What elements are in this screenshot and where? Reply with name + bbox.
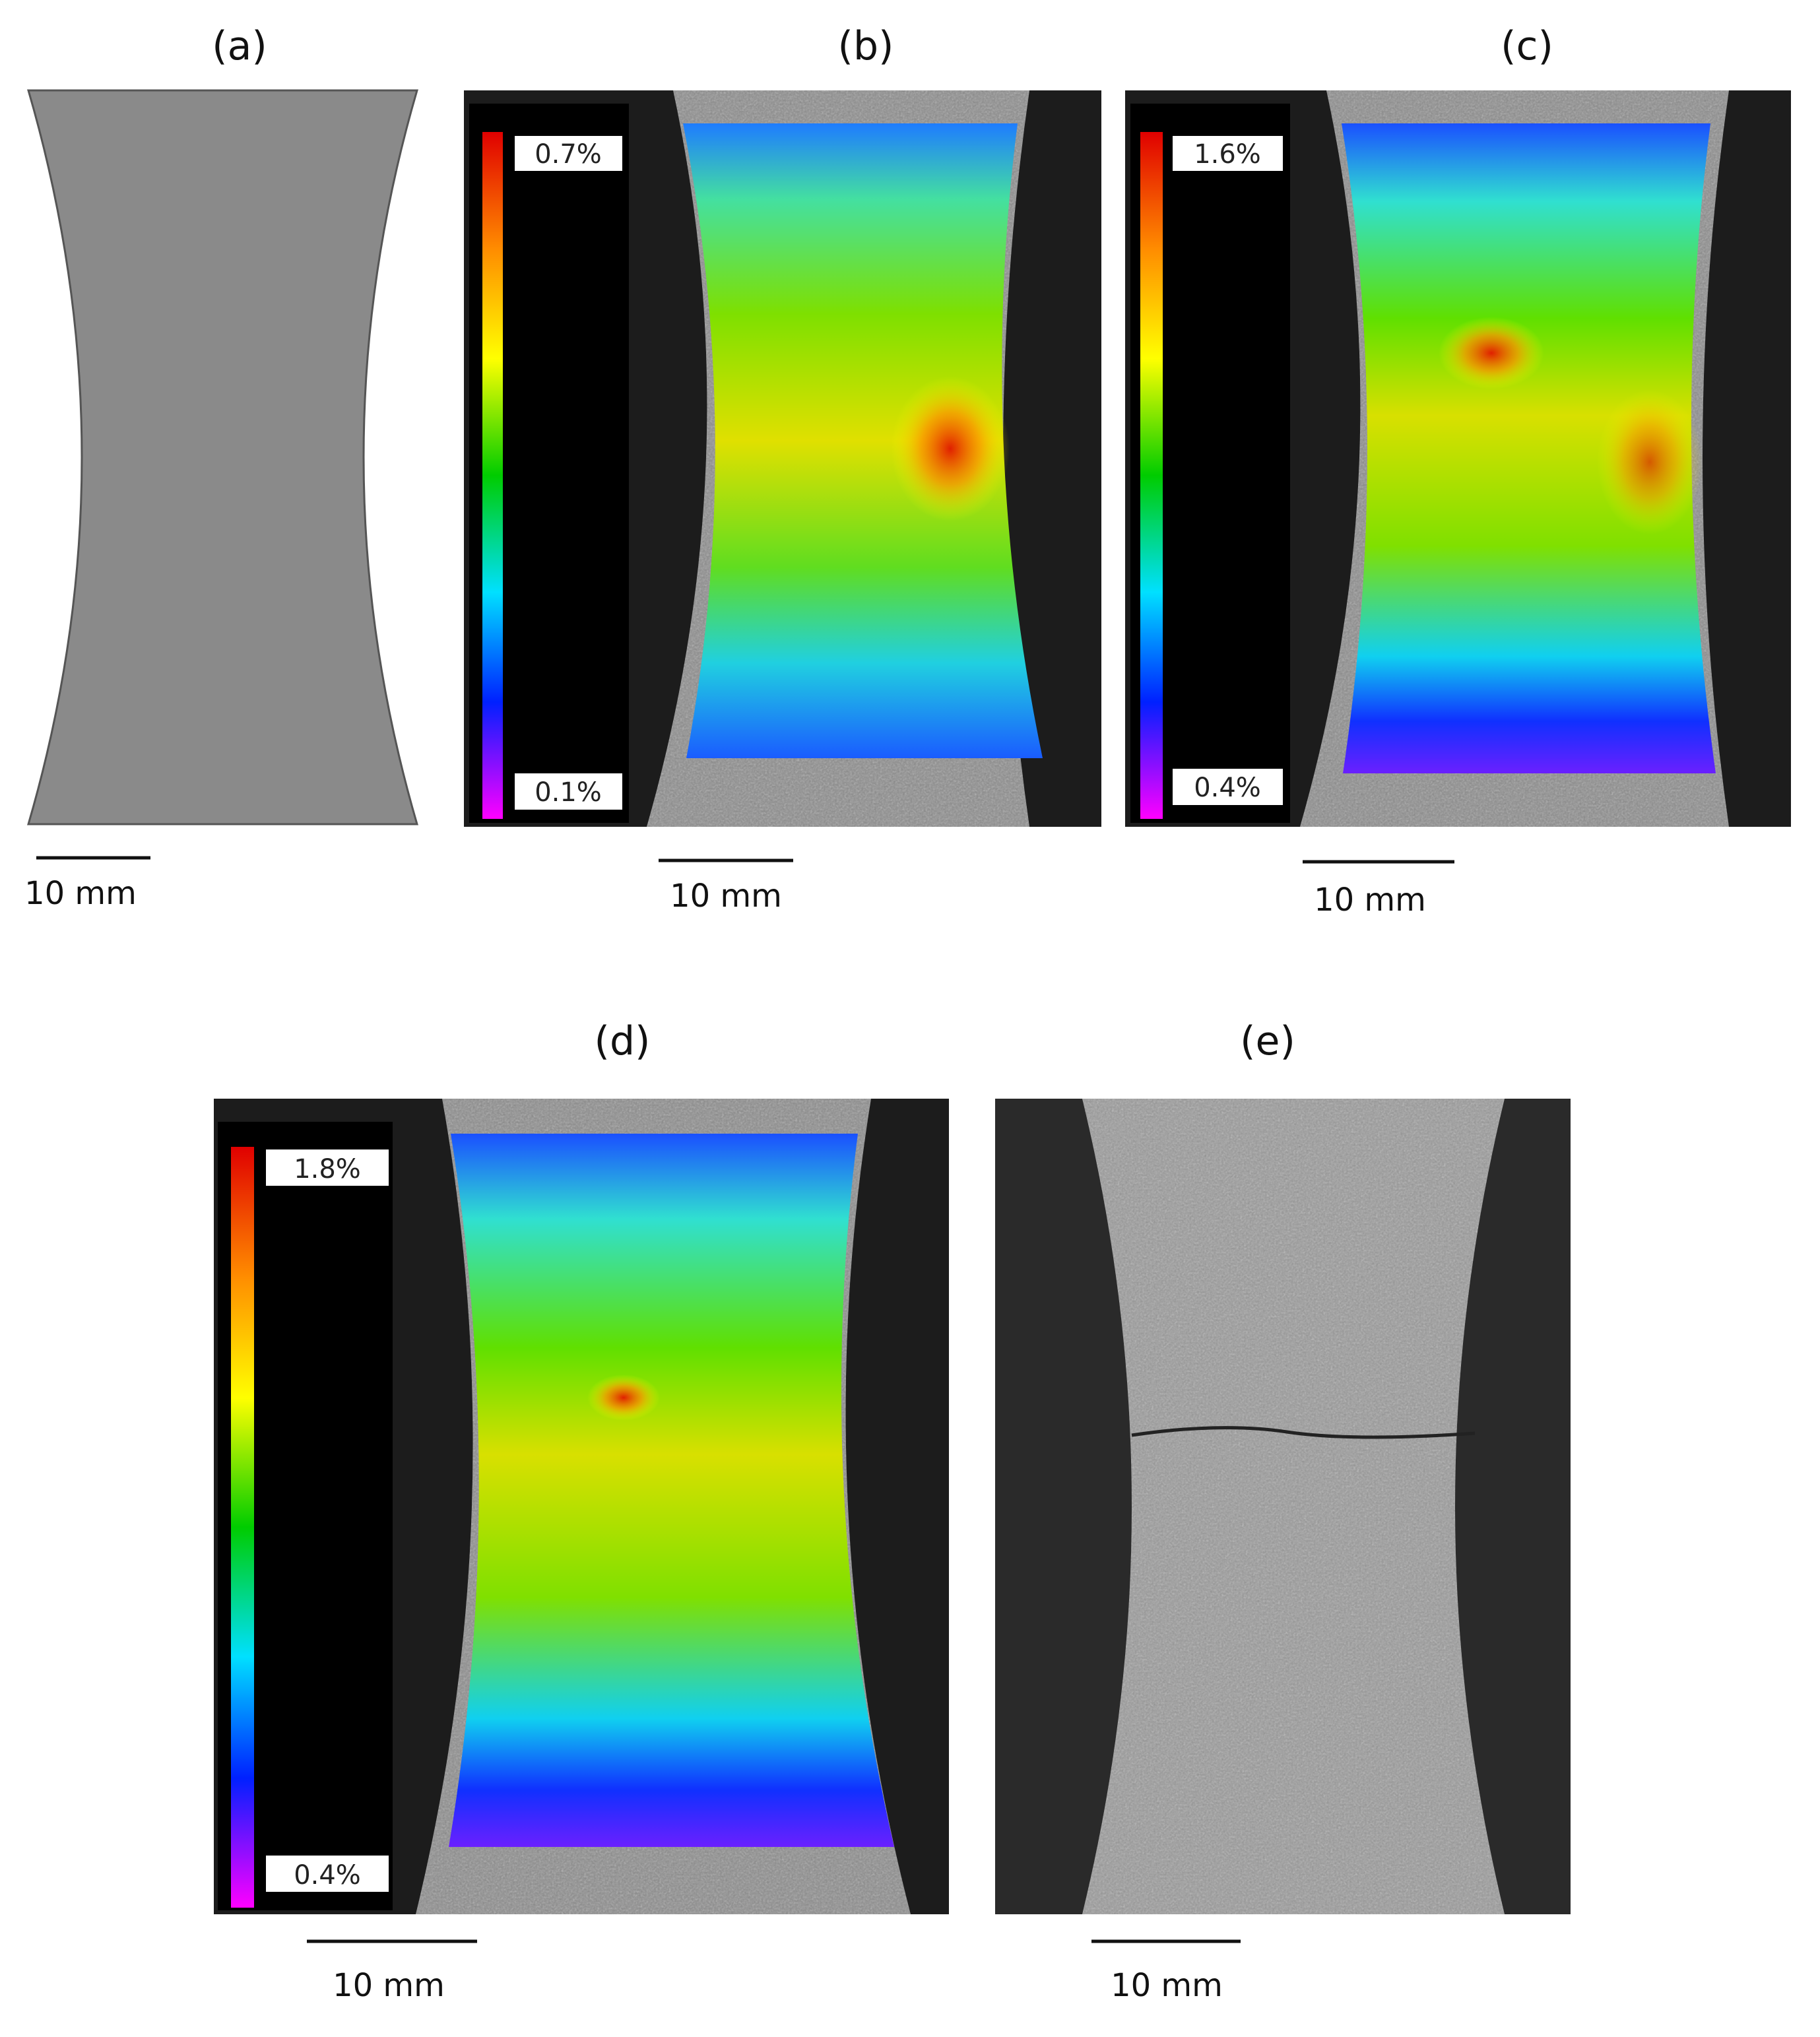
- colorbar-min: 0.4%: [1194, 773, 1261, 803]
- scale-bar-label: 10 mm: [1111, 1967, 1223, 2004]
- colorbar: [482, 132, 503, 819]
- colorbar-max-box: [515, 136, 622, 171]
- strain-hotspot: [587, 1374, 660, 1421]
- scale-bar-label: 10 mm: [333, 1967, 445, 2004]
- colorbar-max: 0.7%: [535, 139, 602, 170]
- fracture-crack: [1131, 1426, 1476, 1439]
- colorbar-min: 0.4%: [294, 1860, 361, 1891]
- colorbar-max: 1.8%: [294, 1154, 361, 1184]
- strain-field: [683, 123, 1043, 758]
- scale-bar-label: 10 mm: [1314, 882, 1426, 919]
- strain-field: [1342, 123, 1716, 773]
- strain-hotspot: [1439, 317, 1544, 389]
- speckle-texture: [1082, 1099, 1505, 1914]
- scale-bar-label: 10 mm: [670, 878, 782, 915]
- colorbar-max-box: [266, 1149, 389, 1186]
- colorbar-min: 0.1%: [535, 777, 602, 808]
- colorbar-min-box: [266, 1856, 389, 1892]
- panel-label: (a): [212, 23, 267, 69]
- colorbar-min-box: [515, 773, 622, 810]
- colorbar: [1140, 132, 1163, 819]
- strain-field: [449, 1134, 894, 1847]
- specimen-photo: [27, 89, 418, 825]
- panel-label: (d): [595, 1018, 651, 1064]
- colorbar-max: 1.6%: [1194, 139, 1261, 170]
- strain-hotspot: [1597, 389, 1703, 534]
- colorbar-max-box: [1173, 136, 1283, 171]
- colorbar: [231, 1147, 254, 1908]
- panel-label: (e): [1240, 1018, 1295, 1064]
- strain-hotspot: [891, 376, 1010, 521]
- panel-label: (b): [838, 23, 894, 69]
- scale-bar-label: 10 mm: [24, 875, 137, 912]
- colorbar-min-box: [1173, 769, 1283, 805]
- panel-label: (c): [1501, 23, 1553, 69]
